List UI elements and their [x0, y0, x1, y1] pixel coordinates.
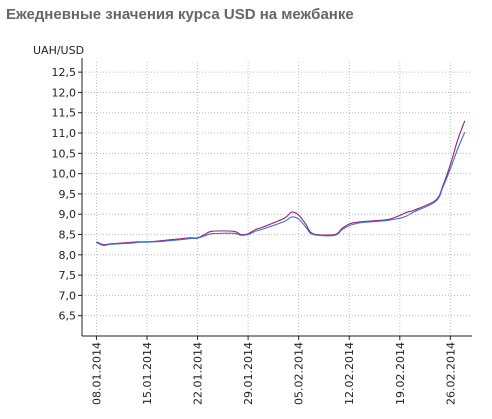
- series-line-1: [96, 120, 466, 246]
- x-tick-label: 12.02.2014: [343, 342, 356, 405]
- y-ticks: 6,5 7,0 7,5 8,0 8,5 9,0 9,5 10,0 10,5 11,0 11,5 12,…: [52, 66, 77, 323]
- x-tick-label: 26.02.2014: [444, 342, 457, 405]
- y-tick-label: 9,0: [59, 208, 77, 221]
- y-tick-label: 12,0: [52, 86, 77, 99]
- y-tick-label: 8,0: [59, 249, 77, 262]
- y-tick-label: 6,5: [59, 310, 77, 323]
- y-tick-label: 7,5: [59, 269, 77, 282]
- x-tick-label: 15.01.2014: [141, 342, 154, 405]
- y-axis-label: UAH/USD: [33, 44, 84, 57]
- chart-title: Ежедневные значения курса USD на межбанк…: [6, 6, 354, 23]
- grid-lines: [82, 62, 472, 336]
- y-tick-label: 7,0: [59, 289, 77, 302]
- axes: [78, 58, 472, 340]
- y-tick-label: 8,5: [59, 229, 77, 242]
- x-tick-label: 22.01.2014: [192, 342, 205, 405]
- y-tick-label: 11,5: [52, 107, 77, 120]
- y-tick-label: 10,0: [52, 168, 77, 181]
- x-tick-label: 19.02.2014: [394, 342, 407, 405]
- series-line-2: [96, 132, 466, 247]
- series-lines: [96, 120, 466, 247]
- x-tick-label: 05.02.2014: [293, 342, 306, 405]
- x-tick-label: 08.01.2014: [90, 342, 103, 405]
- y-tick-label: 11,0: [52, 127, 77, 140]
- y-tick-label: 12,5: [52, 66, 77, 79]
- x-tick-label: 29.01.2014: [242, 342, 255, 405]
- x-ticks: 08.01.2014 15.01.2014 22.01.2014 29.01.2014…: [90, 342, 457, 405]
- y-tick-label: 10,5: [52, 147, 77, 160]
- y-tick-label: 9,5: [59, 188, 77, 201]
